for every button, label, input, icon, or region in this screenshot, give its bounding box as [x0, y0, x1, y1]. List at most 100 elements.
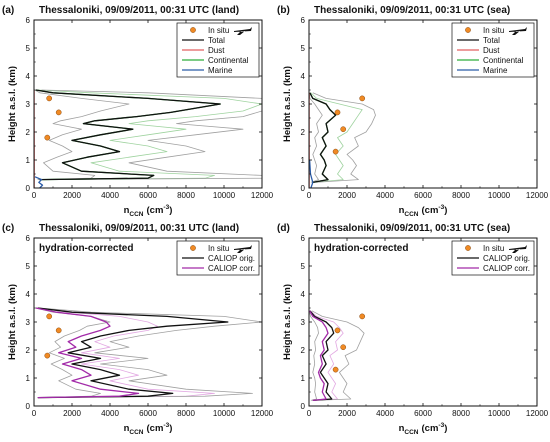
in-situ-point [46, 95, 53, 102]
in-situ-point [359, 95, 366, 102]
uncertainty-band-line [37, 89, 262, 180]
y-tick-label: 0 [26, 402, 31, 411]
plot-area [309, 310, 366, 402]
series-line-caliop-corr- [309, 310, 329, 402]
uncertainty-band-line [310, 92, 363, 183]
x-tick-label: 4000 [376, 191, 394, 200]
y-axis-label: Height a.s.l. (km) [7, 66, 18, 142]
x-tick-label: 10000 [488, 191, 511, 200]
panel-label: (d) [277, 223, 290, 234]
series-line-caliop-corr- [35, 307, 140, 399]
x-axis-label-n: n [124, 423, 130, 434]
uncertainty-band-line [311, 310, 365, 401]
x-tick-label: 8000 [452, 409, 470, 418]
x-tick-label: 12000 [526, 409, 549, 418]
x-tick-label: 12000 [526, 191, 549, 200]
y-tick-label: 5 [26, 262, 31, 271]
in-situ-point [332, 148, 339, 155]
airplane-icon [509, 27, 527, 35]
x-axis-label-unit: (cm [422, 205, 439, 216]
x-axis-label-sup: -3 [438, 422, 444, 429]
y-tick-label: 0 [301, 184, 306, 193]
plot-area [35, 307, 262, 399]
x-tick-label: 8000 [177, 191, 195, 200]
y-tick-label: 1 [26, 156, 31, 165]
y-axis-label: Height a.s.l. (km) [7, 284, 18, 360]
x-tick-label: 4000 [101, 409, 119, 418]
x-axis-label-sub: CCN [129, 211, 143, 218]
legend-marker-in-situ [465, 27, 471, 33]
x-tick-label: 2000 [338, 409, 356, 418]
x-tick-label: 0 [32, 191, 37, 200]
in-situ-point [340, 126, 347, 133]
panel-title: Thessaloniki, 09/09/2011, 00:31 UTC (sea… [314, 223, 510, 234]
x-axis-label-close: ) [169, 205, 172, 216]
x-tick-label: 10000 [488, 409, 511, 418]
legend-label: Continental [208, 56, 249, 65]
y-tick-label: 3 [26, 318, 31, 327]
in-situ-point [340, 344, 347, 351]
uncertainty-band-line [34, 89, 130, 180]
series-line-marine [309, 159, 314, 188]
legend-label: Continental [483, 56, 524, 65]
legend-label: Marine [208, 66, 233, 75]
y-tick-label: 6 [26, 16, 31, 25]
y-tick-label: 5 [301, 44, 306, 53]
x-tick-label: 12000 [251, 191, 274, 200]
x-tick-label: 2000 [338, 191, 356, 200]
panel-label: (a) [2, 5, 14, 16]
in-situ-point [55, 327, 62, 334]
legend-label: In situ [208, 244, 229, 253]
x-axis-label: nCCN (cm-3) [124, 422, 173, 436]
x-tick-label: 6000 [139, 191, 157, 200]
x-axis-label-close: ) [444, 205, 447, 216]
panel-2: (b) Thessaloniki, 09/09/2011, 00:31 UTC (… [277, 5, 549, 218]
x-tick-label: 10000 [213, 191, 236, 200]
y-tick-label: 4 [26, 290, 31, 299]
uncertainty-band-line [35, 307, 111, 398]
legend-label: In situ [208, 26, 229, 35]
in-situ-point [46, 313, 53, 320]
airplane-icon [234, 27, 252, 35]
x-tick-label: 6000 [414, 191, 432, 200]
x-axis-label-close: ) [169, 423, 172, 434]
y-tick-label: 1 [26, 374, 31, 383]
x-tick-label: 12000 [251, 409, 274, 418]
x-tick-label: 2000 [63, 191, 81, 200]
uncertainty-band-line [309, 92, 323, 183]
uncertainty-band-line [312, 92, 376, 183]
y-tick-label: 0 [26, 184, 31, 193]
panel-label: (b) [277, 5, 290, 16]
x-tick-label: 2000 [63, 409, 81, 418]
x-tick-label: 6000 [414, 409, 432, 418]
x-tick-label: 8000 [177, 409, 195, 418]
x-axis-label-unit: (cm [422, 423, 439, 434]
y-tick-label: 3 [301, 100, 306, 109]
x-axis-label-n: n [399, 423, 405, 434]
panel-title: Thessaloniki, 09/09/2011, 00:31 UTC (lan… [39, 223, 239, 234]
legend-label: Dust [208, 46, 225, 55]
x-axis-label-sub: CCN [404, 211, 418, 218]
x-tick-label: 8000 [452, 191, 470, 200]
panel-label: (c) [2, 223, 14, 234]
y-tick-label: 3 [301, 318, 306, 327]
y-tick-label: 2 [26, 128, 31, 137]
y-tick-label: 6 [301, 234, 306, 243]
in-situ-point [55, 109, 62, 116]
y-tick-label: 5 [26, 44, 31, 53]
hydration-corrected-annotation: hydration-corrected [314, 243, 408, 254]
series-line-total [35, 89, 221, 181]
legend-label: In situ [483, 26, 504, 35]
in-situ-point [359, 313, 366, 320]
legend-label: Dust [483, 46, 500, 55]
series-line-marine [34, 176, 44, 188]
legend-marker-in-situ [190, 245, 196, 251]
x-tick-label: 0 [307, 409, 312, 418]
x-axis-label: nCCN (cm-3) [399, 422, 448, 436]
panel-3: (c) Thessaloniki, 09/09/2011, 00:31 UTC (… [2, 223, 274, 436]
